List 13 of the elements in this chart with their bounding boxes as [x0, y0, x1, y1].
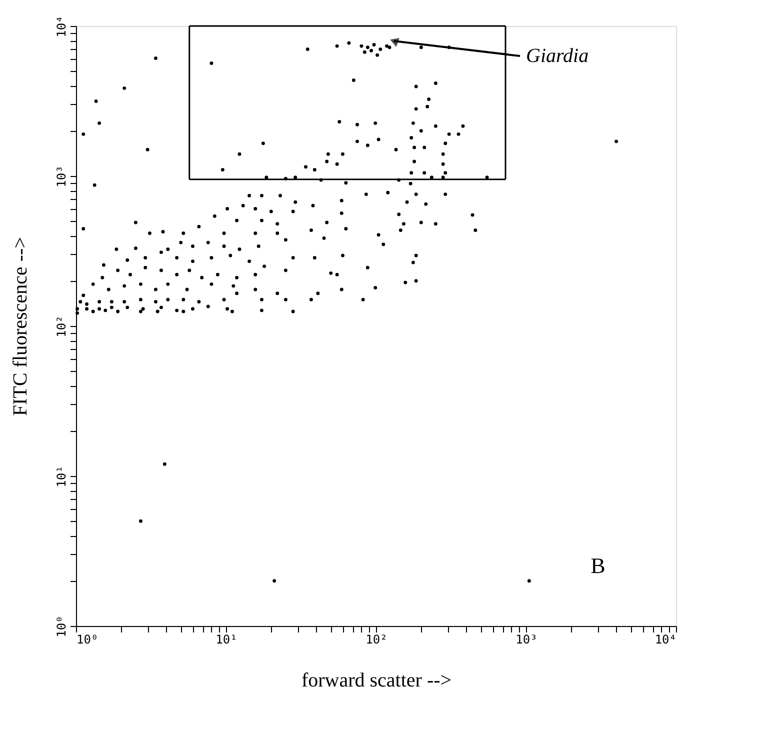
x-tick-label: 10² — [366, 632, 388, 646]
x-axis-title: forward scatter --> — [301, 670, 452, 692]
annotation: B — [590, 553, 606, 578]
x-tick-label: 10³ — [516, 632, 538, 646]
y-axis-title: FITC fluorescence --> — [10, 237, 32, 416]
x-tick-label: 10⁴ — [654, 632, 676, 646]
y-tick-label: 10² — [54, 316, 68, 338]
annotation: Giardia — [526, 45, 589, 67]
x-tick-label: 10⁰ — [76, 632, 98, 646]
y-tick-label: 10¹ — [54, 466, 68, 488]
y-tick-label: 10⁴ — [54, 16, 68, 38]
y-tick-label: 10³ — [54, 166, 68, 188]
x-tick-label: 10¹ — [216, 632, 238, 646]
